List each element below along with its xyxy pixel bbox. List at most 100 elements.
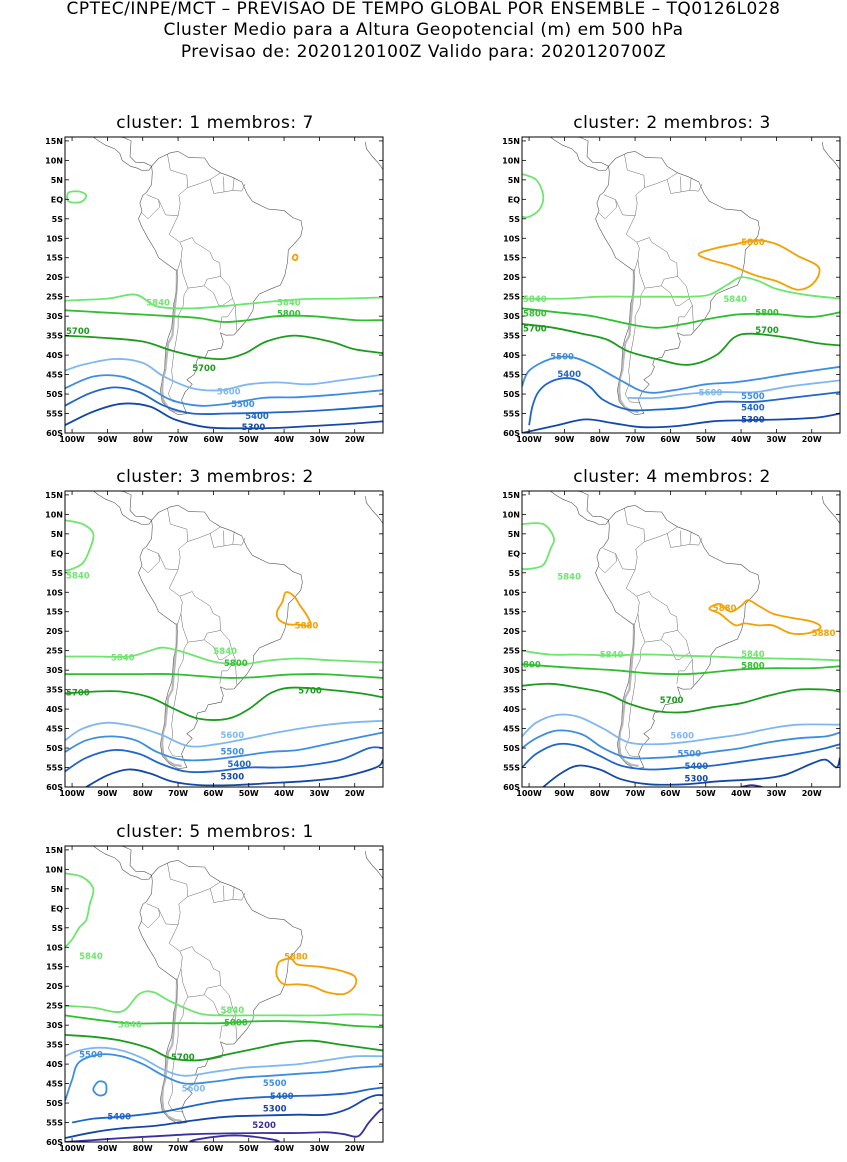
lon-tick-label: 50W (239, 1144, 259, 1153)
contour-label-5880: 5880 (713, 604, 737, 614)
panel-title: cluster: 4 membros: 2 (502, 467, 842, 487)
lon-tick-label: 100W (59, 789, 85, 798)
lat-tick-label: 5S (52, 215, 64, 224)
isoline-5840 (522, 174, 543, 217)
lat-tick-label: EQ (508, 195, 520, 204)
lon-tick-label: 60W (203, 435, 223, 444)
lat-tick-label: 25S (46, 647, 63, 656)
terrain-mask (162, 269, 181, 412)
isoline-5700 (65, 336, 383, 360)
lat-tick-label: 40S (503, 705, 520, 714)
coastline-central-america (93, 846, 151, 880)
contour-label-5400: 5400 (228, 760, 252, 770)
lat-tick-label: 45S (46, 371, 63, 380)
lon-tick-label: 40W (731, 789, 751, 798)
lat-tick-label: 40S (46, 351, 63, 360)
isoline-5840 (522, 651, 840, 661)
lat-tick-label: 5N (51, 885, 63, 894)
contour-label-5600: 5600 (670, 732, 694, 742)
lon-tick-label: 70W (625, 789, 645, 798)
contour-label-5500: 5500 (263, 1079, 287, 1089)
lat-tick-label: 30S (46, 1021, 63, 1030)
lon-tick-label: 30W (309, 789, 329, 798)
country-border (625, 155, 645, 216)
contour-label-5840: 5840 (79, 952, 103, 962)
contour-label-5700: 5700 (298, 686, 322, 696)
isoline-5840 (67, 191, 86, 202)
lat-tick-label: 5N (508, 176, 520, 185)
lat-tick-label: 55S (46, 410, 63, 419)
lat-tick-label: 20S (46, 982, 63, 991)
contour-label-5880: 5880 (284, 953, 308, 963)
contour-label-5800: 5800 (741, 661, 765, 671)
contour-label-5700: 5700 (66, 327, 90, 337)
country-border (599, 549, 617, 573)
lon-tick-label: 80W (133, 789, 153, 798)
coastline-africa (365, 846, 425, 890)
contour-label-5800: 5800 (224, 659, 248, 669)
lat-tick-label: 30S (503, 666, 520, 675)
country-border (233, 887, 234, 900)
lon-tick-label: 100W (516, 435, 542, 444)
contour-label-5700: 5700 (755, 326, 779, 336)
country-border (180, 592, 221, 643)
lon-tick-label: 60W (203, 1144, 223, 1153)
lat-tick-label: 45S (46, 1080, 63, 1089)
lon-tick-label: 90W (554, 435, 574, 444)
lon-tick-label: 40W (274, 789, 294, 798)
lat-tick-label: 15S (503, 254, 520, 263)
contour-label-5700: 5700 (192, 364, 216, 374)
lat-tick-label: 50S (46, 1099, 63, 1108)
lon-tick-label: 40W (274, 435, 294, 444)
lon-tick-label: 90W (97, 435, 117, 444)
lon-tick-label: 20W (345, 435, 365, 444)
country-border (625, 509, 645, 570)
isoline-5700 (65, 1035, 383, 1061)
lon-tick-label: 30W (766, 789, 786, 798)
contour-label-5500: 5500 (550, 353, 574, 363)
isoline-5300 (65, 403, 383, 428)
contour-label-5840: 5840 (213, 647, 237, 657)
coastline-central-america (93, 137, 151, 171)
contour-label-5840: 5840 (111, 654, 135, 664)
lat-tick-label: 40S (503, 351, 520, 360)
terrain-mask (619, 269, 638, 412)
lat-tick-label: 10N (45, 510, 63, 519)
country-border (599, 195, 617, 219)
country-border (142, 549, 160, 573)
lat-tick-label: EQ (51, 904, 63, 913)
lat-tick-label: 10S (46, 943, 63, 952)
lon-tick-label: 50W (239, 435, 259, 444)
country-border (625, 642, 645, 757)
contour-label-5800: 800 (523, 660, 541, 670)
contour-label-5840: 5840 (146, 299, 170, 309)
contour-label-5400: 5400 (107, 1113, 131, 1123)
lon-tick-label: 20W (345, 789, 365, 798)
contour-label-5800: 5800 (277, 309, 301, 319)
contour-label-5400: 5400 (557, 370, 581, 380)
lat-tick-label: 35S (503, 686, 520, 695)
lon-tick-label: 100W (59, 1144, 85, 1153)
country-border (188, 527, 221, 542)
country-border (142, 195, 160, 219)
country-border (667, 180, 702, 194)
lat-tick-label: 45S (503, 725, 520, 734)
lat-tick-label: 50S (46, 390, 63, 399)
contour-label-5800: 5800 (755, 308, 779, 318)
country-border (220, 299, 236, 330)
lat-tick-label: 5S (509, 569, 521, 578)
coastline-central-america (93, 491, 151, 525)
lat-tick-label: 45S (46, 725, 63, 734)
country-border (692, 659, 693, 684)
lon-tick-label: 90W (97, 789, 117, 798)
lat-tick-label: 25S (503, 647, 520, 656)
country-border (677, 653, 693, 684)
country-border (690, 532, 691, 545)
country-border (210, 889, 245, 903)
lon-tick-label: 40W (274, 1144, 294, 1153)
lon-tick-label: 60W (660, 789, 680, 798)
isoline-5800 (522, 664, 840, 674)
coastline-africa (365, 491, 425, 535)
